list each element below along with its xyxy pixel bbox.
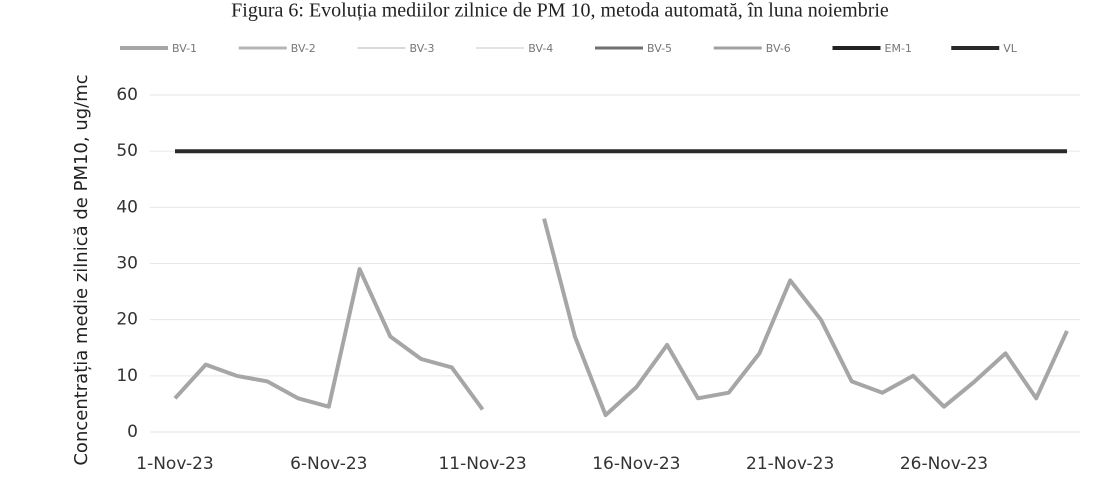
x-tick-label: 6-Nov-23 — [290, 454, 367, 474]
y-tick-label: 20 — [116, 310, 138, 330]
x-tick-label: 16-Nov-23 — [592, 454, 680, 474]
legend-label: EM-1 — [885, 42, 912, 55]
y-tick-label: 60 — [116, 85, 138, 105]
x-tick-label: 11-Nov-23 — [438, 454, 526, 474]
legend-label: VL — [1003, 42, 1018, 55]
legend-label: BV-3 — [410, 42, 435, 55]
legend-label: BV-1 — [172, 42, 197, 55]
y-tick-label: 10 — [116, 366, 138, 386]
x-tick-label: 1-Nov-23 — [136, 454, 213, 474]
y-tick-label: 40 — [116, 197, 138, 217]
x-tick-label: 21-Nov-23 — [746, 454, 834, 474]
legend-label: BV-4 — [528, 42, 553, 55]
legend-label: BV-6 — [766, 42, 791, 55]
x-tick-label: 26-Nov-23 — [900, 454, 988, 474]
y-tick-label: 50 — [116, 141, 138, 161]
legend-label: BV-2 — [291, 42, 316, 55]
chart-title: Figura 6: Evoluția mediilor zilnice de P… — [231, 0, 889, 22]
data-line — [173, 218, 1069, 418]
y-tick-label: 0 — [127, 422, 138, 442]
y-tick-label: 30 — [116, 254, 138, 274]
legend-label: BV-5 — [647, 42, 672, 55]
y-axis-label: Concentrația medie zilnică de PM10, ug/m… — [71, 74, 92, 465]
